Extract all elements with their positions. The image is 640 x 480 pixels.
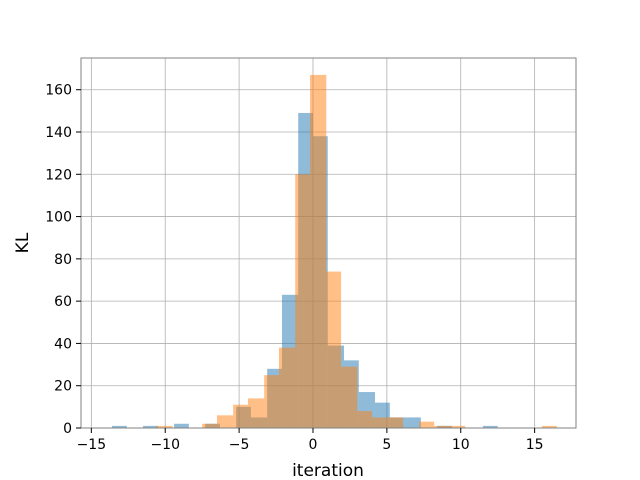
y-tick-label: 120 [45,167,72,183]
histogram-bar-series-2 [341,366,358,428]
histogram-bar-series-2 [357,411,373,428]
y-tick-label: 0 [63,421,72,437]
histogram-bar-series-2 [156,425,173,428]
y-tick-label: 140 [45,125,72,141]
y-tick-label: 60 [54,294,72,310]
x-tick-label: 0 [309,437,318,453]
x-tick-label: 5 [382,437,391,453]
histogram-bar-series-2 [542,425,557,428]
histogram-bar-series-2 [216,415,234,428]
histogram-bar-series-2 [326,271,342,428]
x-tick-label: 15 [526,437,544,453]
y-tick-label: 80 [54,252,72,268]
x-axis-label: iteration [292,461,364,480]
y-tick-label: 100 [45,210,72,226]
y-tick-label: 160 [45,83,72,99]
histogram-bar-series-1 [143,425,158,428]
histogram-bar-series-2 [233,404,248,428]
histogram-bar-series-2 [434,425,451,428]
y-tick-label: 20 [54,379,72,395]
histogram-bar-series-1 [112,425,127,428]
x-tick-label: −10 [150,437,180,453]
histogram-bar-series-2 [450,425,466,428]
x-tick-label: −5 [229,437,250,453]
y-tick-label: 40 [54,336,72,352]
y-axis-ticks: 0 20 40 60 80 100 120 140 160 [45,83,81,437]
histogram-bar-series-2 [247,398,265,428]
plot-frame [80,57,577,429]
histogram-bar-series-2 [419,421,435,428]
x-tick-label: −15 [77,437,107,453]
histogram-bar-series-1 [406,417,421,428]
histogram-bars [112,74,557,429]
histogram-bar-series-2 [202,423,217,428]
x-tick-label: 10 [452,437,470,453]
histogram-bar-series-1 [174,423,189,428]
histogram-bar-series-2 [372,417,389,428]
x-axis-ticks: −15 −10 −5 0 5 10 15 [77,428,544,453]
histogram-bar-series-1 [482,425,498,428]
histogram-bar-series-2 [264,375,279,428]
histogram-bar-series-2 [295,174,311,428]
histogram-bar-series-2 [310,74,327,429]
histogram-bar-series-2 [279,347,296,428]
y-axis-label: KL [13,232,33,253]
histogram-bar-series-2 [388,417,404,428]
